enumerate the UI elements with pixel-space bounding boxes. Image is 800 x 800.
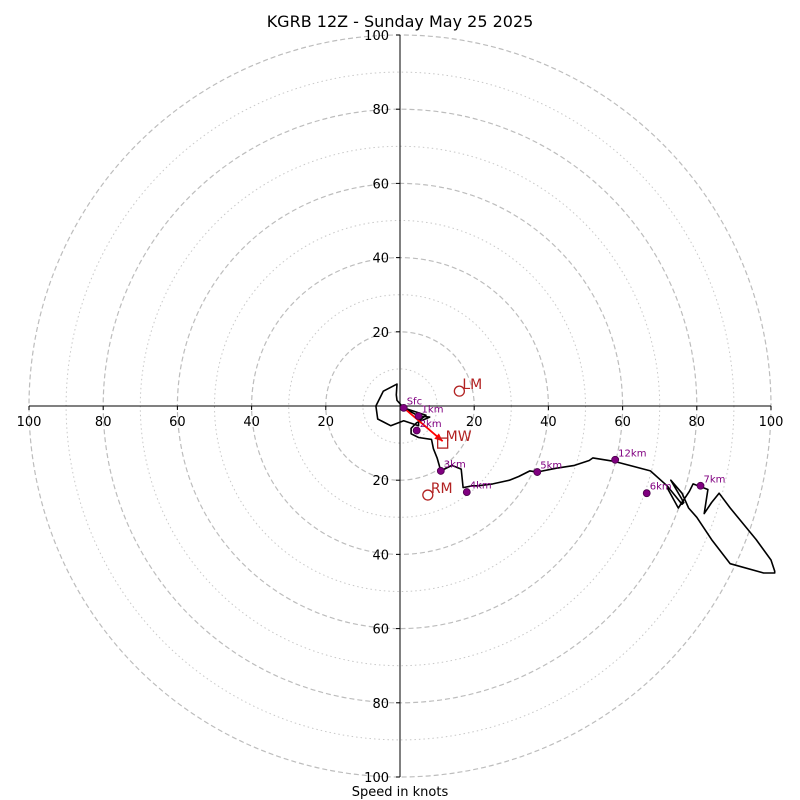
y-tick-labels: 100 80 60 40 20 20 40 60 80 100 <box>364 29 400 786</box>
height-marker <box>696 481 705 490</box>
height-marker <box>462 488 471 496</box>
x-tick-label: 100 <box>759 415 784 430</box>
x-tick-label: 40 <box>243 415 260 430</box>
hodograph-trace <box>375 383 776 574</box>
hodograph-line <box>375 383 776 574</box>
x-tick-label: 100 <box>17 415 42 430</box>
height-marker-label: 7km <box>704 474 726 485</box>
height-marker-label: 1km <box>422 405 444 416</box>
storm-motions: LM RM MW <box>422 377 482 501</box>
height-marker <box>412 426 421 435</box>
storm-motion-label: LM <box>462 377 482 393</box>
chart-title: KGRB 12Z - Sunday May 25 2025 <box>267 12 534 31</box>
height-marker-label: 4km <box>470 481 492 492</box>
storm-motion-marker <box>453 385 466 397</box>
y-tick-label: 60 <box>372 177 389 192</box>
height-marker-label: Sfc <box>407 396 422 407</box>
x-tick-label: 60 <box>169 415 186 430</box>
shear-vector-line <box>403 407 444 442</box>
x-tick-label: 20 <box>318 415 335 430</box>
x-tick-label: 60 <box>614 415 631 430</box>
x-tick-labels: 100 80 60 40 20 20 40 60 80 100 <box>17 406 784 430</box>
y-tick-label: 80 <box>372 103 389 118</box>
x-tick-label: 80 <box>95 415 112 430</box>
x-axis-label: Speed in knots <box>352 785 449 800</box>
x-tick-label: 40 <box>540 415 557 430</box>
height-marker <box>399 403 408 412</box>
storm-motion-label: MW <box>446 429 472 445</box>
height-marker <box>436 467 445 475</box>
height-marker <box>642 489 651 498</box>
height-marker-label: 5km <box>540 461 562 472</box>
y-tick-label: 40 <box>372 548 389 563</box>
height-marker-label: 2km <box>420 419 442 430</box>
height-marker <box>533 468 542 476</box>
y-tick-label: 60 <box>372 623 389 638</box>
y-tick-label: 100 <box>364 29 389 44</box>
y-tick-label: 80 <box>372 697 389 712</box>
axes <box>29 35 771 777</box>
mean-wind-marker <box>437 437 449 449</box>
height-marker-label: 12km <box>618 448 646 459</box>
shear-vector <box>403 407 444 442</box>
height-marker-label: 3km <box>444 459 466 470</box>
height-marker <box>414 412 423 420</box>
x-tick-label: 80 <box>689 415 706 430</box>
height-marker <box>611 455 620 464</box>
height-marker-label: 6km <box>650 482 672 493</box>
storm-motion-marker <box>422 489 434 501</box>
shear-vector-arrowhead <box>434 433 443 442</box>
y-tick-label: 40 <box>372 252 389 267</box>
storm-motion-label: RM <box>431 481 453 497</box>
x-tick-label: 20 <box>466 415 483 430</box>
y-tick-label: 20 <box>372 474 389 489</box>
y-tick-label: 100 <box>364 771 389 786</box>
y-tick-label: 20 <box>372 326 389 341</box>
